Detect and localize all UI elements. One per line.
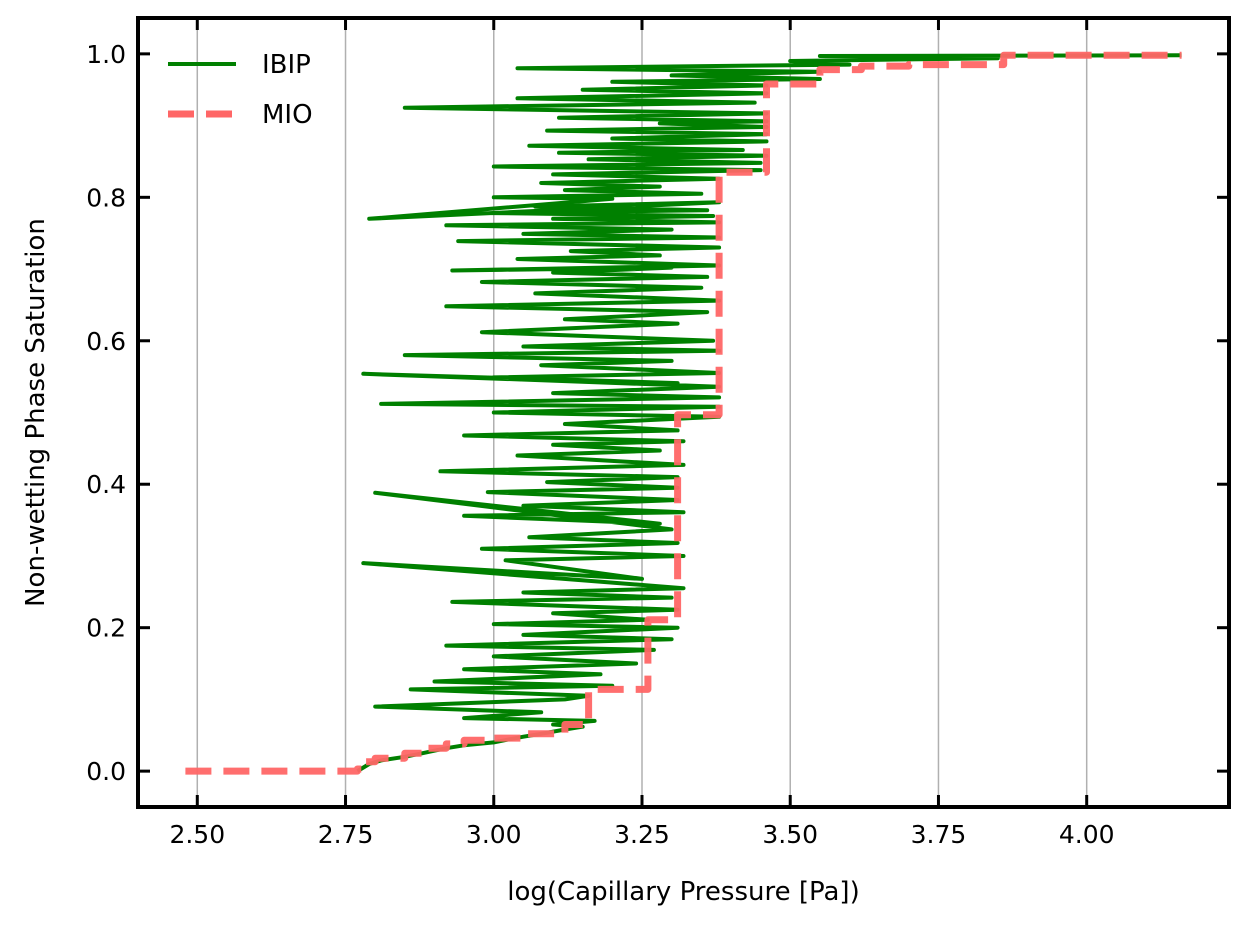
axis-ticks (138, 18, 1229, 807)
series-line-ibip (356, 53, 1182, 773)
series-line-mio (185, 51, 1182, 775)
x-tick-label-3: 3.25 (614, 820, 670, 849)
y-axis-label: Non-wetting Phase Saturation (21, 218, 51, 607)
y-tick-label-5: 1.0 (86, 40, 126, 69)
y-tick-label-2: 0.4 (86, 470, 126, 499)
x-tick-label-1: 2.75 (318, 820, 374, 849)
x-tick-label-4: 3.50 (762, 820, 818, 849)
x-tick-label-6: 4.00 (1059, 820, 1115, 849)
x-tick-label-0: 2.50 (169, 820, 225, 849)
series-layer (185, 51, 1182, 775)
x-tick-label-2: 3.00 (466, 820, 522, 849)
legend-label-mio: MIO (262, 100, 313, 130)
y-tick-label-4: 0.8 (86, 183, 126, 212)
legend: IBIP MIO (168, 50, 313, 130)
x-tick-label-5: 3.75 (911, 820, 967, 849)
plot-frame (136, 16, 1231, 809)
tick-labels: 2.50 2.75 3.00 3.25 3.50 3.75 4.00 0.0 0.2 0.4 0.6… (86, 40, 1114, 849)
legend-label-ibip: IBIP (262, 50, 311, 80)
x-axis-label: log(Capillary Pressure [Pa]) (507, 877, 859, 907)
y-tick-label-0: 0.0 (86, 757, 126, 786)
y-tick-label-1: 0.2 (86, 614, 126, 643)
y-tick-label-3: 0.6 (86, 327, 126, 356)
